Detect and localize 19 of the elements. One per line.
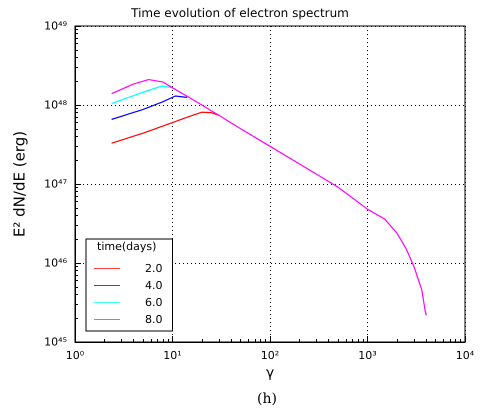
legend-label: 8.0 (145, 313, 162, 326)
x-tick-label: 10¹ (163, 349, 182, 362)
y-tick-label: 10⁴⁶ (44, 256, 68, 270)
y-tick-label: 10⁴⁵ (44, 336, 67, 348)
x-tick-label: 10³ (358, 349, 377, 362)
x-tick-label: 10⁰ (66, 349, 85, 362)
legend-label: 4.0 (145, 279, 162, 292)
y-tick-label: 10⁴⁸ (44, 98, 68, 112)
legend-label: 2.0 (145, 262, 162, 275)
y-tick-label: 10⁴⁹ (44, 20, 67, 32)
text: (h) (257, 391, 277, 407)
x-tick-label: 10² (260, 349, 280, 362)
legend-label: 6.0 (145, 296, 162, 309)
y-axis-title: E² dN/dE (erg) (10, 130, 28, 238)
legend-title: time(days) (97, 240, 156, 253)
x-tick-label: 10⁴ (456, 349, 475, 362)
chart-title: Time evolution of electron spectrum (130, 6, 349, 20)
y-tick-label: 10⁴⁷ (44, 178, 67, 190)
x-axis-title: γ (266, 364, 274, 381)
